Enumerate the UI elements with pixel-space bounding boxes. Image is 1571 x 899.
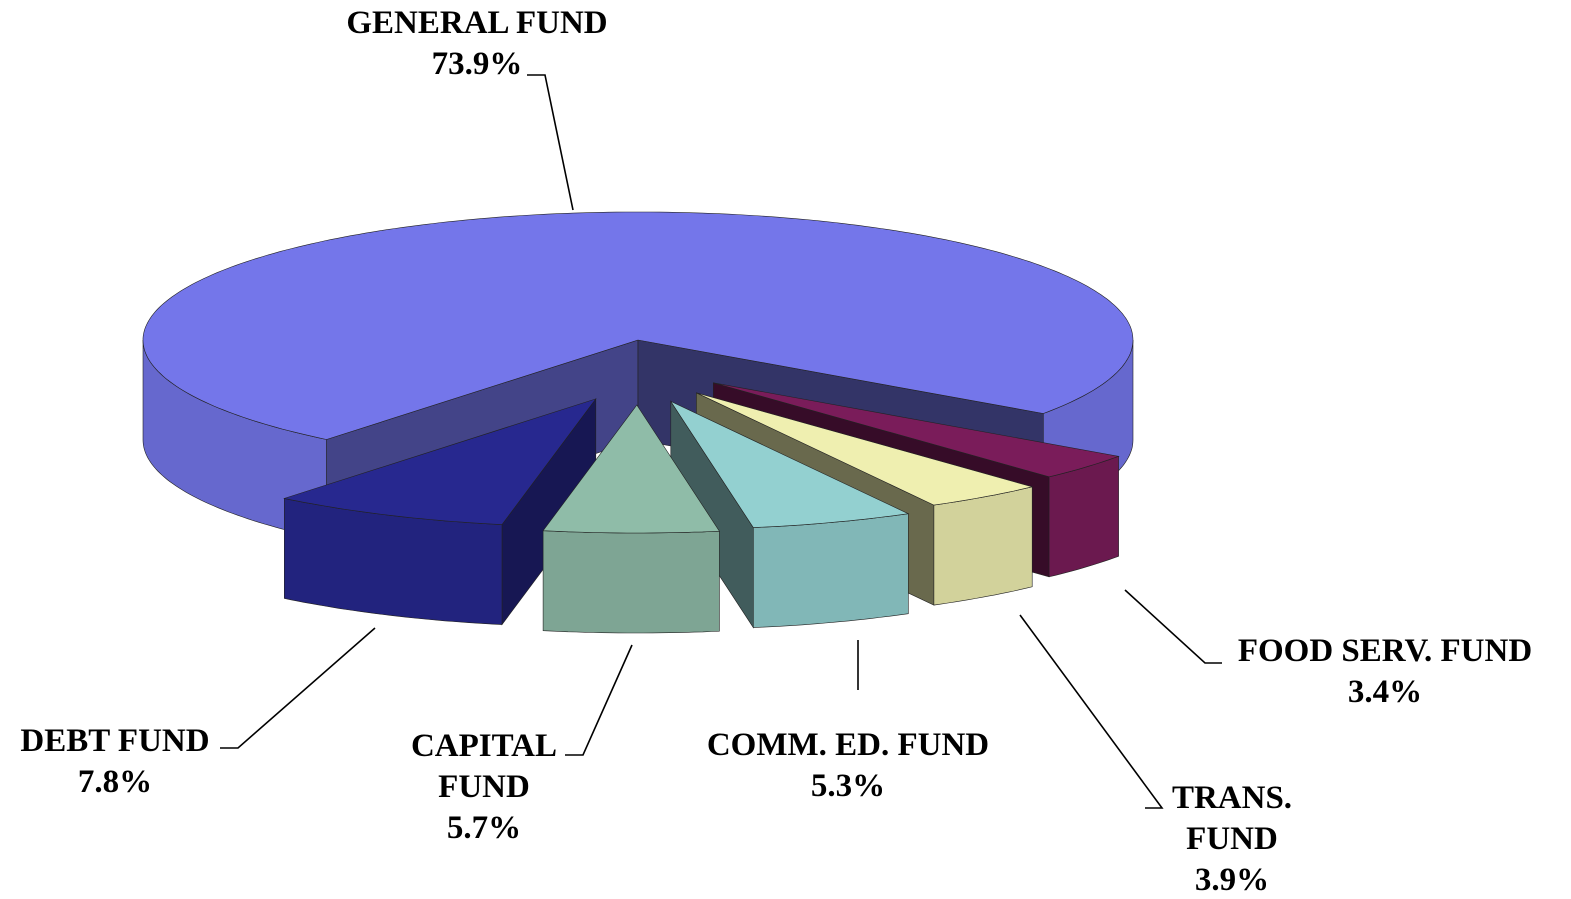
- category-label: CAPITAL FUND: [410, 728, 558, 805]
- slice-top: [142, 211, 1134, 440]
- slice-label: TRANS. FUND 3.9%: [1157, 778, 1307, 899]
- category-label: FOOD SERV. FUND: [1237, 633, 1533, 669]
- slice-label: CAPITAL FUND 5.7%: [394, 726, 574, 849]
- slice-label: FOOD SERV. FUND 3.4%: [1238, 631, 1532, 713]
- value-label: 73.9%: [431, 46, 523, 82]
- value-label: 3.9%: [1194, 862, 1270, 898]
- slices: [142, 211, 1134, 634]
- slice-side: [752, 513, 909, 628]
- leader-line: [1019, 614, 1164, 809]
- leader-line: [527, 74, 574, 211]
- slice-top: [669, 400, 910, 528]
- slice-side: [542, 530, 720, 634]
- value-label: 5.3%: [810, 768, 886, 804]
- slice-top: [713, 382, 1120, 478]
- leader-line: [1124, 589, 1222, 664]
- slice-top: [696, 392, 1033, 506]
- value-label: 7.8%: [77, 764, 153, 800]
- value-label: 5.7%: [446, 810, 522, 846]
- slice-top: [283, 398, 597, 525]
- slice-label: DEBT FUND 7.8%: [20, 721, 209, 803]
- slice-label: COMM. ED. FUND 5.3%: [707, 725, 989, 807]
- value-label: 3.4%: [1347, 674, 1423, 710]
- category-label: TRANS. FUND: [1171, 780, 1293, 857]
- slice-label: GENERAL FUND 73.9%: [346, 3, 607, 85]
- leader-line: [220, 627, 376, 749]
- leader-line: [565, 644, 633, 756]
- slice-top: [542, 404, 720, 534]
- category-label: DEBT FUND: [20, 723, 210, 759]
- category-label: GENERAL FUND: [346, 5, 608, 41]
- slice-side: [933, 486, 1033, 606]
- category-label: COMM. ED. FUND: [706, 727, 990, 763]
